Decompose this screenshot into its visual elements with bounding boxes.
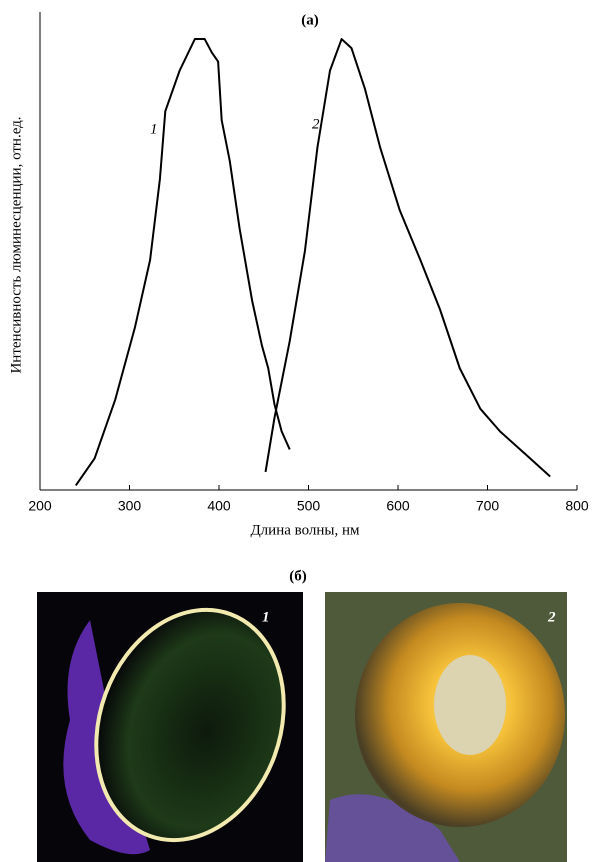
x-tick-label: 500 (297, 498, 321, 514)
y-axis-label: Интенсивность люминесценции, отн.ед. (8, 116, 24, 373)
x-tick-label: 800 (565, 498, 589, 514)
photo: 1 (37, 592, 303, 862)
photos-label: (б) (289, 568, 307, 584)
x-tick-label: 700 (476, 498, 500, 514)
chart-title: (а) (301, 12, 319, 28)
x-tick-label: 600 (386, 498, 410, 514)
data-line (74, 38, 291, 487)
photo: 2 (325, 592, 567, 862)
x-tick-label: 200 (28, 498, 52, 514)
photo-label: 2 (547, 609, 556, 625)
series-label: 2 (312, 116, 320, 132)
x-axis-label: Длина волны, нм (250, 522, 360, 538)
data-line (264, 38, 551, 478)
series-label: 1 (150, 121, 158, 137)
x-tick-label: 300 (118, 498, 142, 514)
photo-label: 1 (262, 609, 270, 625)
x-tick-label: 400 (207, 498, 231, 514)
